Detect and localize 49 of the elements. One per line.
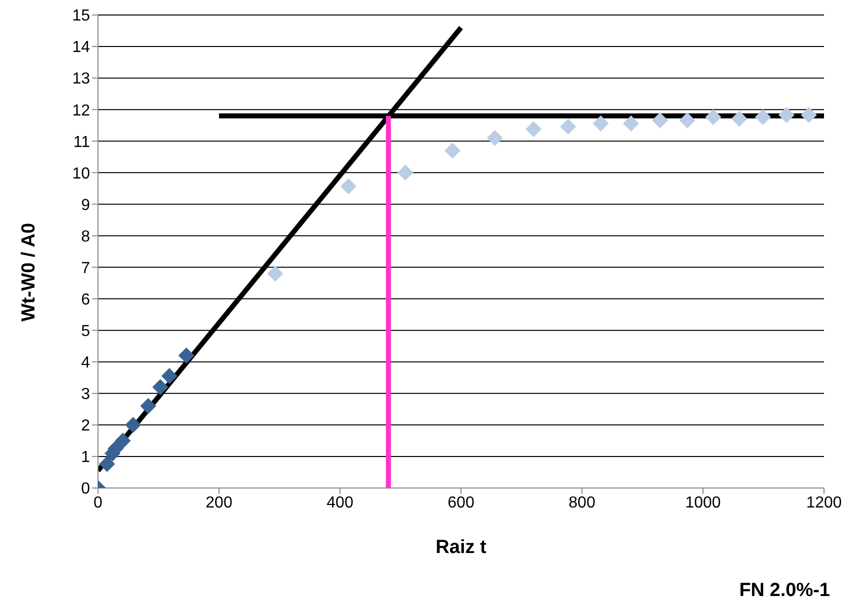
y-tick-label: 1 bbox=[81, 449, 90, 466]
point bbox=[623, 115, 640, 132]
point bbox=[444, 142, 461, 159]
x-tick-label: 600 bbox=[448, 494, 474, 512]
point bbox=[267, 266, 284, 282]
y-tick-label: 2 bbox=[81, 418, 90, 435]
point bbox=[705, 109, 722, 126]
y-tick-label: 9 bbox=[81, 196, 90, 214]
point bbox=[397, 164, 414, 181]
y-tick-label: 4 bbox=[81, 354, 90, 372]
point bbox=[99, 456, 116, 472]
point bbox=[152, 379, 168, 396]
point bbox=[114, 432, 131, 449]
y-tick-label: 13 bbox=[72, 70, 90, 88]
point bbox=[340, 178, 356, 194]
y-tick-label: 6 bbox=[81, 291, 90, 308]
point bbox=[125, 416, 142, 433]
x-tick-label: 800 bbox=[568, 494, 596, 512]
y-tick-label: 7 bbox=[81, 260, 90, 277]
point bbox=[178, 348, 194, 364]
y-tick-label: 5 bbox=[81, 323, 90, 340]
y-tick-label: 15 bbox=[72, 8, 90, 25]
y-tick-label: 8 bbox=[81, 228, 90, 246]
point bbox=[679, 112, 696, 128]
point bbox=[560, 118, 576, 135]
y-tick-label: 3 bbox=[81, 386, 90, 404]
point bbox=[592, 115, 609, 132]
y-tick-label: 0 bbox=[81, 480, 90, 498]
point bbox=[486, 130, 503, 146]
point bbox=[754, 109, 771, 126]
x-tick-label: 1000 bbox=[685, 494, 721, 512]
x-tick-label: 400 bbox=[326, 494, 354, 512]
point bbox=[161, 368, 178, 384]
text: FN 2.0%-1 bbox=[739, 580, 830, 602]
point bbox=[778, 106, 794, 123]
x-tick-label: 200 bbox=[206, 494, 232, 512]
x-tick-label: 1200 bbox=[806, 494, 842, 512]
point bbox=[140, 398, 156, 414]
y-tick-label: 12 bbox=[72, 102, 90, 120]
point bbox=[731, 110, 748, 127]
point bbox=[652, 112, 668, 128]
y-tick-label: 10 bbox=[72, 165, 90, 182]
point bbox=[526, 121, 542, 138]
point bbox=[800, 106, 817, 123]
x-axis-title: Raiz t bbox=[436, 537, 487, 558]
y-axis-title: Wt-W0 / A0 bbox=[18, 222, 40, 322]
y-tick-label: 11 bbox=[73, 134, 90, 151]
x-tick-label: 0 bbox=[94, 494, 103, 512]
y-tick-label: 14 bbox=[72, 39, 90, 56]
